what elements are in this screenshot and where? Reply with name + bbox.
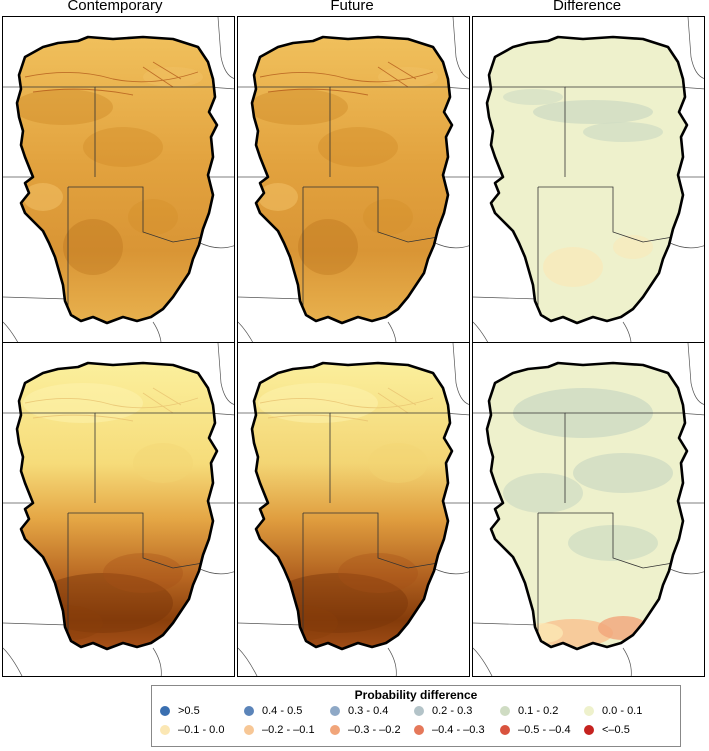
study-region-fill	[252, 37, 452, 323]
legend-swatch	[414, 725, 424, 735]
legend-swatch	[244, 725, 254, 735]
map-bottom-future-svg	[238, 343, 469, 676]
legend-label: –0.3 - –0.2	[348, 724, 401, 736]
column-title-difference: Difference	[552, 0, 622, 14]
study-region-outline	[250, 35, 454, 325]
study-region-outline	[15, 361, 219, 651]
legend-label: –0.5 - –0.4	[518, 724, 571, 736]
legend-swatch	[500, 725, 510, 735]
legend-label: –0.2 - –0.1	[262, 724, 315, 736]
legend-label: –0.4 - –0.3	[432, 724, 485, 736]
legend-label: >0.5	[178, 705, 200, 717]
legend-item: 0.3 - 0.4	[330, 705, 388, 717]
legend-item: –0.3 - –0.2	[330, 724, 401, 736]
legend-label: 0.4 - 0.5	[262, 705, 303, 717]
legend-swatch	[244, 706, 254, 716]
legend-item: 0.1 - 0.2	[500, 705, 558, 717]
legend-item: –0.2 - –0.1	[244, 724, 315, 736]
region-texture	[252, 61, 438, 275]
legend-swatch	[584, 725, 594, 735]
legend-swatch	[414, 706, 424, 716]
study-region-fill	[17, 363, 217, 649]
state-boundaries-internal	[17, 86, 217, 323]
study-region-outline	[250, 361, 454, 651]
region-texture	[17, 61, 203, 275]
column-title-contemporary: Contemporary	[67, 0, 163, 14]
study-region-fill	[487, 363, 687, 649]
legend-swatch	[330, 706, 340, 716]
legend-label: 0.0 - 0.1	[602, 705, 643, 717]
study-region-outline	[485, 35, 689, 325]
legend-item: –0.1 - 0.0	[160, 724, 224, 736]
legend-swatch	[584, 706, 594, 716]
map-bottom-difference	[472, 342, 705, 677]
legend-item: <–0.5	[584, 724, 630, 736]
state-boundaries-internal	[252, 412, 452, 649]
legend-item: –0.5 - –0.4	[500, 724, 571, 736]
map-bottom-contemporary	[2, 342, 235, 677]
legend-label: 0.1 - 0.2	[518, 705, 559, 717]
legend: Probability difference >0.5 0.4 - 0.5 0.3 …	[151, 685, 681, 747]
legend-swatch	[330, 725, 340, 735]
state-boundaries-internal	[17, 412, 217, 649]
study-region-outline	[485, 361, 689, 651]
region-texture	[503, 89, 663, 287]
legend-item: 0.2 - 0.3	[414, 705, 472, 717]
legend-label: <–0.5	[602, 724, 630, 736]
study-region-fill	[252, 363, 452, 649]
map-bottom-difference-svg	[473, 343, 704, 676]
legend-swatch	[160, 706, 170, 716]
column-title-future: Future	[330, 0, 374, 14]
state-boundaries-internal	[487, 86, 687, 323]
map-bottom-future	[237, 342, 470, 677]
state-boundaries-internal	[252, 86, 452, 323]
legend-label: –0.1 - 0.0	[178, 724, 225, 736]
map-top-difference	[472, 16, 705, 351]
legend-swatch	[160, 725, 170, 735]
map-top-future	[237, 16, 470, 351]
map-top-contemporary-svg	[3, 17, 234, 350]
state-boundaries-internal	[487, 412, 687, 649]
map-top-future-svg	[238, 17, 469, 350]
legend-label: 0.3 - 0.4	[348, 705, 389, 717]
legend-item: 0.4 - 0.5	[244, 705, 302, 717]
legend-title: Probability difference	[354, 688, 478, 702]
study-region-outline	[15, 35, 219, 325]
map-top-difference-svg	[473, 17, 704, 350]
legend-item: 0.0 - 0.1	[584, 705, 642, 717]
map-top-contemporary	[2, 16, 235, 351]
legend-label: 0.2 - 0.3	[432, 705, 473, 717]
study-region-fill	[17, 37, 217, 323]
legend-swatch	[500, 706, 510, 716]
legend-item: –0.4 - –0.3	[414, 724, 485, 736]
map-bottom-contemporary-svg	[3, 343, 234, 676]
legend-item: >0.5	[160, 705, 200, 717]
